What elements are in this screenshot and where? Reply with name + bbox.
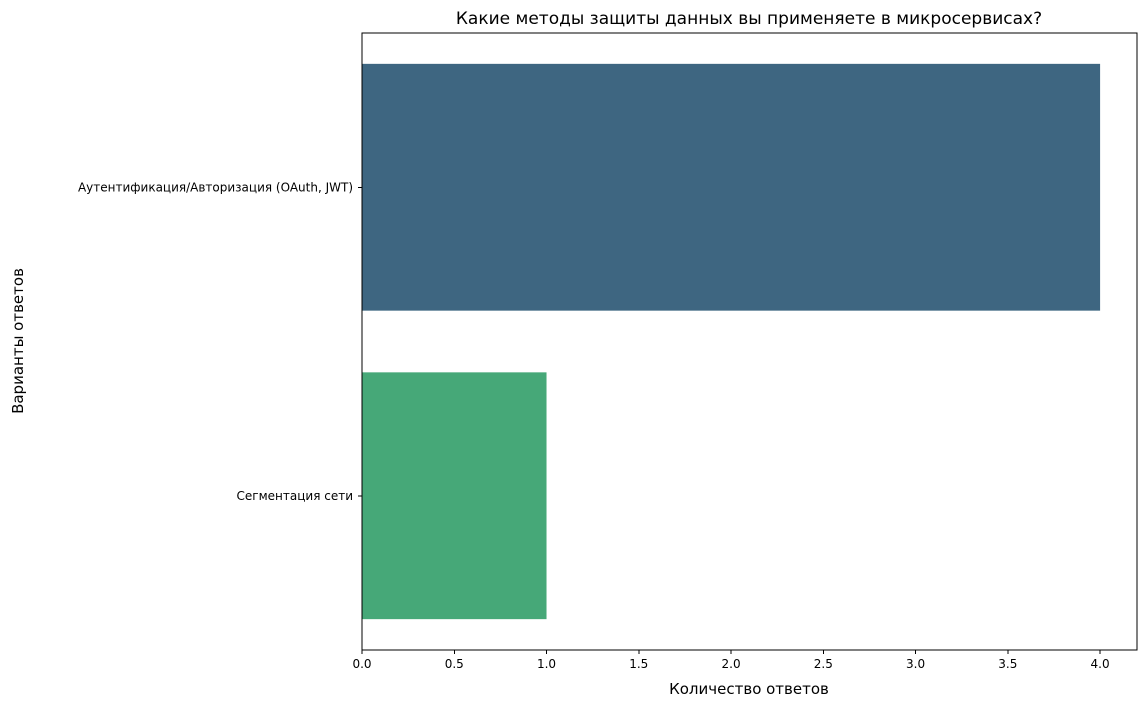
x-tick-label-4: 2.0 bbox=[722, 657, 741, 671]
x-tick-label-0: 0.0 bbox=[352, 657, 371, 671]
x-tick-label-1: 0.5 bbox=[445, 657, 464, 671]
y-ticks: Аутентификация/Авторизация (OAuth, JWT) С… bbox=[78, 180, 362, 503]
bars-layer bbox=[362, 63, 1101, 620]
x-tick-label-5: 2.5 bbox=[814, 657, 833, 671]
bar-1 bbox=[362, 372, 547, 620]
plot-frame bbox=[361, 32, 1138, 651]
x-axis-label: Количество ответов bbox=[669, 680, 829, 698]
y-tick-label-0: Аутентификация/Авторизация (OAuth, JWT) bbox=[78, 180, 353, 194]
x-ticks: 0.0 0.5 1.0 1.5 2.0 2.5 3.0 3.5 4.0 bbox=[352, 650, 1110, 671]
y-tick-label-1: Сегментация сети bbox=[237, 489, 353, 503]
x-tick-label-2: 1.0 bbox=[537, 657, 556, 671]
x-tick-label-6: 3.0 bbox=[906, 657, 925, 671]
x-tick-label-3: 1.5 bbox=[629, 657, 648, 671]
bar-0 bbox=[362, 63, 1101, 311]
x-tick-label-8: 4.0 bbox=[1091, 657, 1110, 671]
chart-title: Какие методы защиты данных вы применяете… bbox=[456, 9, 1042, 29]
y-axis-label: Варианты ответов bbox=[9, 268, 27, 414]
x-tick-label-7: 3.5 bbox=[998, 657, 1017, 671]
